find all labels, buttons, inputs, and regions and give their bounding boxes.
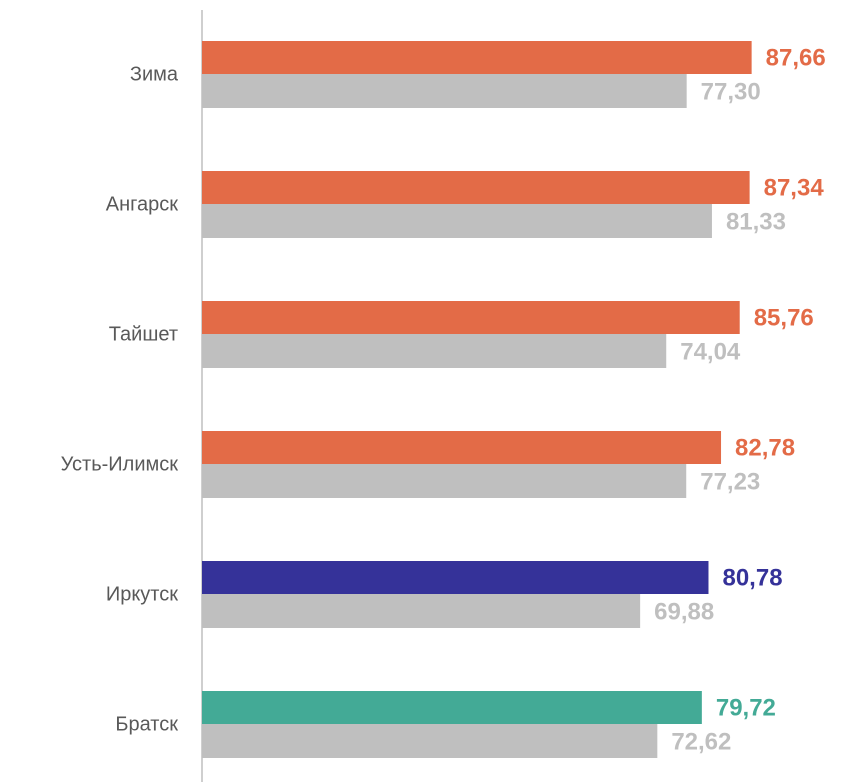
value-label: 79,72 [716,694,776,721]
value-label: 87,66 [766,44,826,71]
bar [202,204,712,238]
value-label: 77,23 [700,468,760,495]
value-label: 80,78 [722,564,782,591]
bar [202,594,641,628]
category-label: Братск [115,713,178,735]
bar [202,301,740,334]
bar [202,74,687,108]
value-label: 69,88 [654,598,714,625]
category-label: Тайшет [109,323,178,345]
bar [202,464,687,498]
bar [202,431,722,464]
category-label: Зима [130,63,179,85]
bar [202,691,702,724]
bar [202,41,752,74]
bar [202,724,658,758]
value-label: 72,62 [671,728,731,755]
value-label: 81,33 [726,208,786,235]
category-label: Усть-Илимск [61,453,179,475]
value-label: 77,30 [701,78,761,105]
value-label: 85,76 [754,304,814,331]
value-label: 87,34 [764,174,825,201]
bar [202,561,709,594]
value-label: 74,04 [680,338,741,365]
value-label: 82,78 [735,434,795,461]
category-label: Иркутск [106,583,178,605]
bar [202,334,667,368]
category-label: Ангарск [106,193,178,215]
bar [202,171,750,204]
